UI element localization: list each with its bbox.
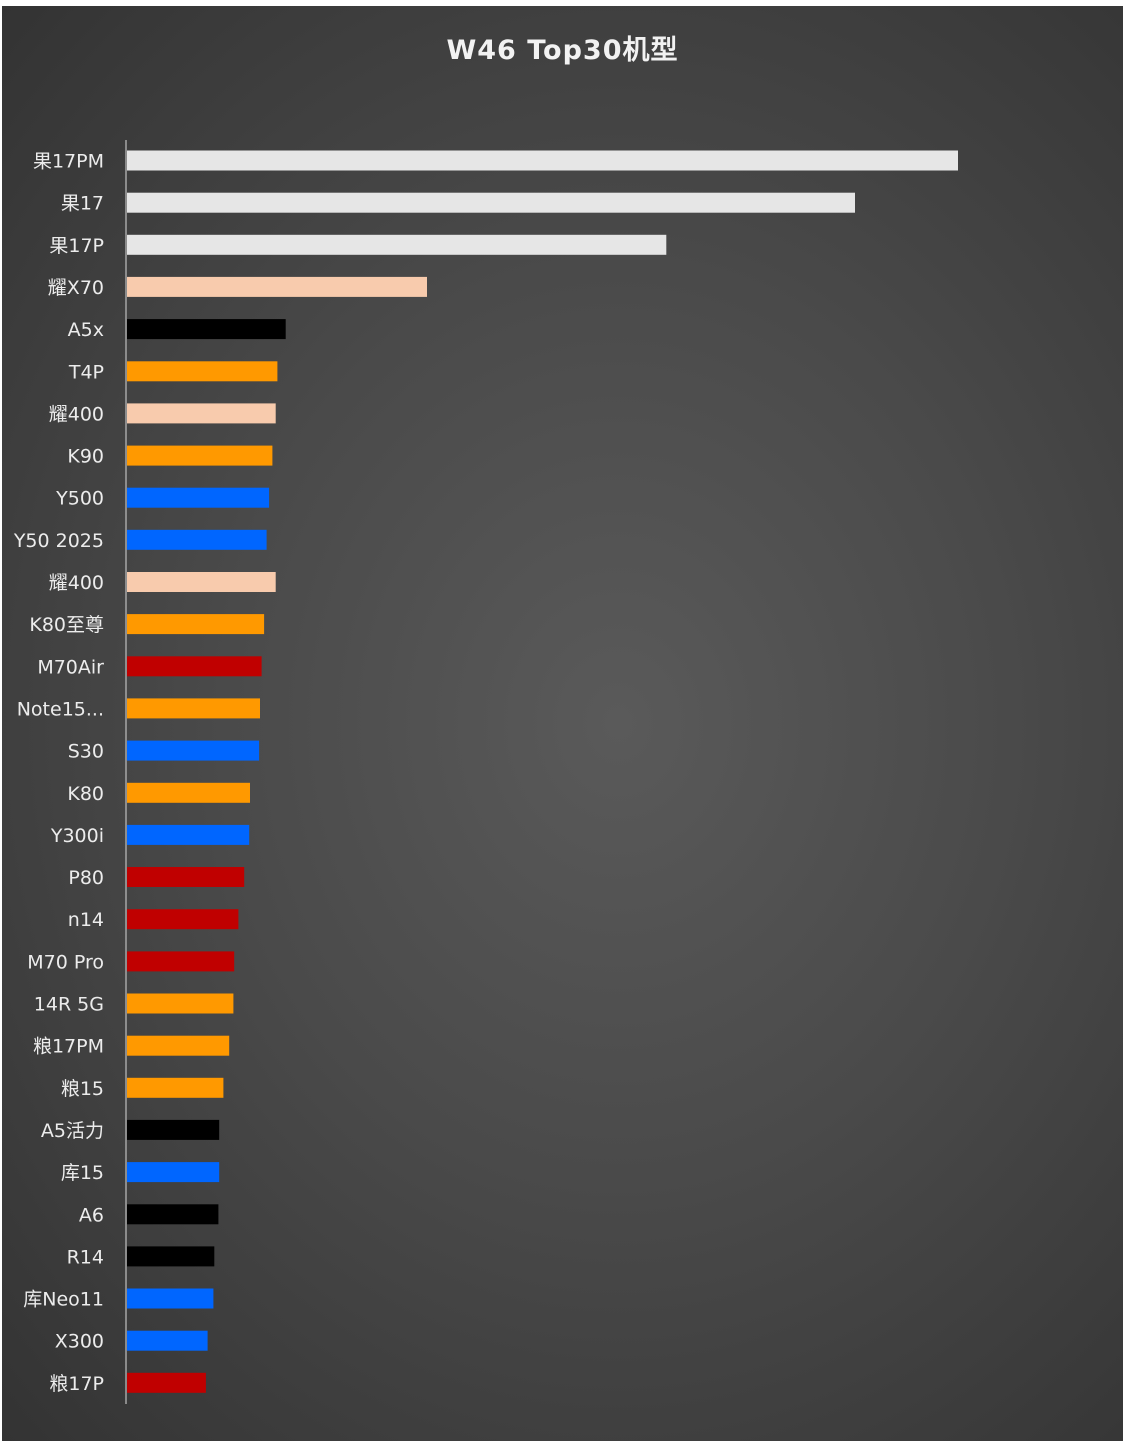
bar-30: [127, 1372, 206, 1393]
chart-title: W46 Top30机型: [446, 35, 679, 66]
category-labels: 果17PM 果17 果17P 耀X70 A5x T4P 耀400 K90 Y500 Y50 202…: [13, 151, 104, 1395]
bar-28: [127, 1288, 214, 1309]
bar-9: [127, 487, 270, 508]
category-label-22: 粮17PM: [33, 1036, 104, 1058]
category-label-24: A5活力: [41, 1120, 104, 1142]
category-label-29: X300: [55, 1331, 104, 1353]
bar-25: [127, 1162, 220, 1183]
category-label-11: 耀400: [49, 572, 104, 594]
category-label-5: A5x: [68, 319, 104, 341]
bar-17: [127, 824, 250, 845]
category-label-21: 14R 5G: [34, 994, 104, 1016]
category-label-6: T4P: [68, 361, 104, 383]
category-label-18: P80: [68, 867, 104, 889]
category-label-16: K80: [67, 783, 104, 805]
category-label-8: K90: [67, 446, 104, 468]
category-label-26: A6: [79, 1204, 104, 1226]
bar-3: [127, 234, 667, 255]
bar-1: [127, 150, 958, 171]
bars-layer: [127, 150, 958, 1393]
bar-7: [127, 403, 276, 424]
category-label-14: Note15...: [17, 698, 104, 720]
category-label-27: R14: [67, 1246, 104, 1268]
category-label-17: Y300i: [50, 825, 104, 847]
bar-26: [127, 1204, 219, 1225]
bar-2: [127, 192, 855, 213]
category-label-28: 库Neo11: [23, 1289, 104, 1311]
bar-18: [127, 867, 245, 887]
bar-11: [127, 572, 276, 592]
bar-27: [127, 1246, 215, 1267]
bar-22: [127, 1035, 230, 1056]
bar-12: [127, 614, 265, 635]
bar-29: [127, 1330, 208, 1351]
bar-20: [127, 951, 235, 972]
category-label-10: Y50 2025: [13, 530, 104, 552]
category-label-25: 库15: [61, 1162, 104, 1184]
bar-16: [127, 782, 250, 803]
bar-13: [127, 656, 262, 677]
category-label-2: 果17: [61, 193, 104, 215]
category-label-19: n14: [68, 909, 104, 931]
bar-24: [127, 1119, 220, 1140]
category-label-7: 耀400: [49, 403, 104, 425]
bar-15: [127, 740, 260, 761]
category-label-30: 粮17P: [49, 1373, 104, 1395]
category-label-4: 耀X70: [48, 277, 104, 299]
category-label-15: S30: [68, 741, 104, 763]
bar-14: [127, 698, 260, 719]
bar-23: [127, 1077, 224, 1098]
bar-21: [127, 993, 234, 1014]
category-label-1: 果17PM: [33, 151, 104, 173]
bar-6: [127, 361, 278, 382]
chart-frame: W46 Top30机型 果17PM 果17 果17P 耀X70 A5x T4P 耀400 K9…: [2, 6, 1123, 1441]
category-label-12: K80至尊: [29, 614, 104, 636]
bar-5: [127, 319, 286, 340]
bar-19: [127, 909, 239, 930]
bar-10: [127, 529, 267, 550]
bar-8: [127, 445, 273, 466]
category-label-9: Y500: [55, 488, 104, 510]
category-label-13: M70Air: [37, 656, 104, 678]
category-label-20: M70 Pro: [27, 951, 104, 973]
bar-4: [127, 276, 427, 297]
bar-chart: 果17PM 果17 果17P 耀X70 A5x T4P 耀400 K90 Y500 Y50 202…: [13, 140, 958, 1404]
category-label-3: 果17P: [49, 235, 104, 257]
category-label-23: 粮15: [61, 1078, 104, 1100]
